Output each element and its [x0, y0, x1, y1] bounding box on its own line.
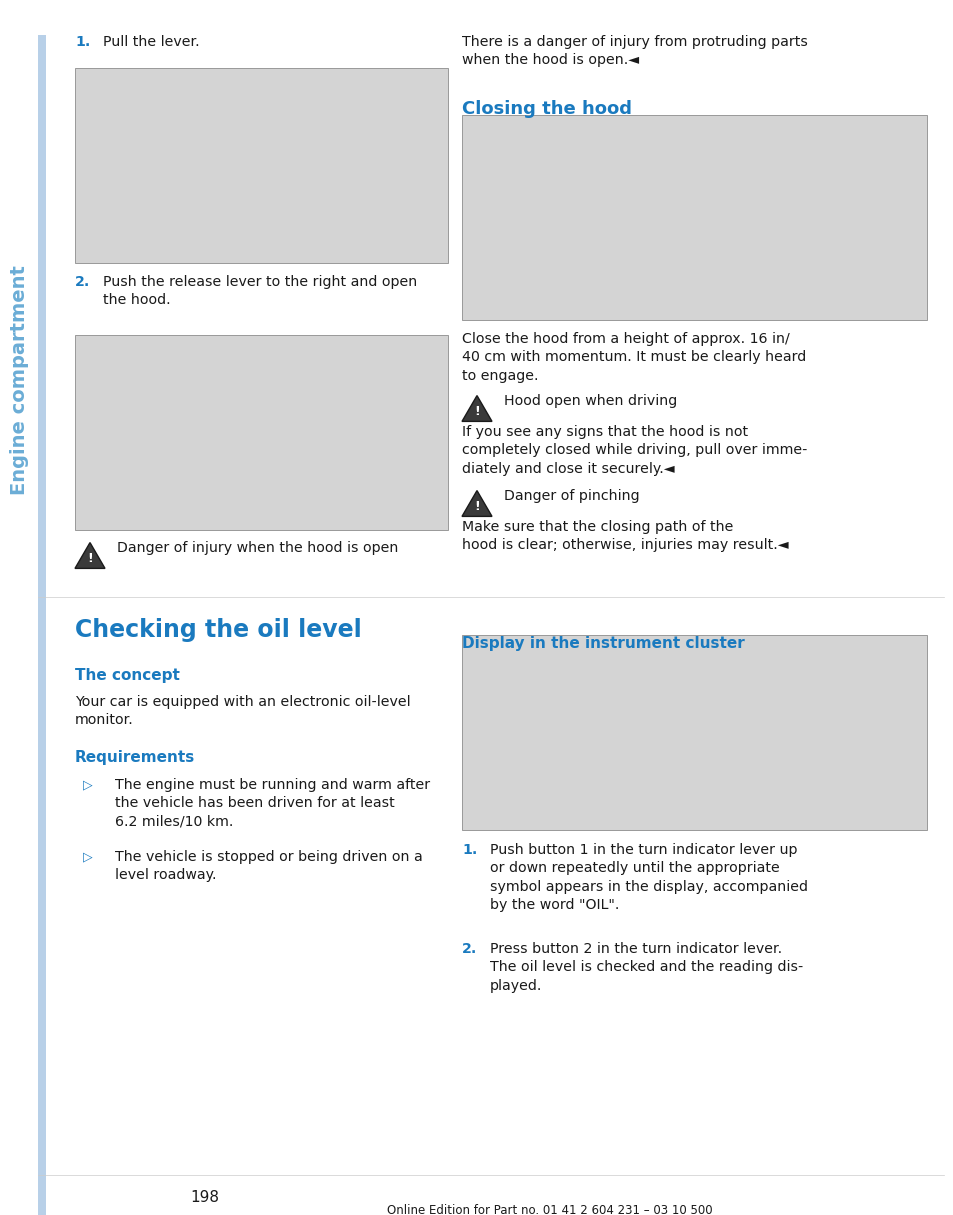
Text: Press button 2 in the turn indicator lever.
The oil level is checked and the rea: Press button 2 in the turn indicator lev… [490, 942, 802, 993]
Text: Push the release lever to the right and open
the hood.: Push the release lever to the right and … [103, 275, 416, 307]
Bar [461, 635, 926, 830]
Polygon shape [461, 491, 492, 516]
Text: The vehicle is stopped or being driven on a
level roadway.: The vehicle is stopped or being driven o… [115, 850, 422, 882]
Text: Danger of pinching: Danger of pinching [503, 488, 639, 503]
Text: Pull the lever.: Pull the lever. [103, 35, 199, 49]
Text: Online Edition for Part no. 01 41 2 604 231 – 03 10 500: Online Edition for Part no. 01 41 2 604 … [387, 1204, 712, 1215]
Text: Push button 1 in the turn indicator lever up
or down repeatedly until the approp: Push button 1 in the turn indicator leve… [490, 843, 807, 912]
Text: If you see any signs that the hood is not
completely closed while driving, pull : If you see any signs that the hood is no… [461, 425, 806, 476]
Text: !: ! [474, 499, 479, 513]
Text: Hood open when driving: Hood open when driving [503, 394, 677, 408]
Bar [461, 115, 926, 320]
Text: The concept: The concept [75, 668, 180, 683]
Text: Requirements: Requirements [75, 750, 195, 765]
Text: 1.: 1. [461, 843, 476, 857]
Text: ▷: ▷ [83, 778, 92, 791]
Text: The engine must be running and warm after
the vehicle has been driven for at lea: The engine must be running and warm afte… [115, 778, 430, 829]
Text: Make sure that the closing path of the
hood is clear; otherwise, injuries may re: Make sure that the closing path of the h… [461, 520, 788, 553]
Text: !: ! [87, 552, 92, 565]
Polygon shape [75, 543, 105, 569]
Text: 198: 198 [191, 1189, 219, 1204]
Text: 1.: 1. [75, 35, 91, 49]
Text: Close the hood from a height of approx. 16 in/
40 cm with momentum. It must be c: Close the hood from a height of approx. … [461, 332, 805, 383]
Text: Engine compartment: Engine compartment [10, 265, 30, 495]
Polygon shape [461, 396, 492, 422]
Text: Closing the hood: Closing the hood [461, 100, 631, 118]
Text: Display in the instrument cluster: Display in the instrument cluster [461, 635, 744, 651]
Bar [75, 335, 448, 530]
Text: 2.: 2. [461, 942, 476, 956]
Text: Your car is equipped with an electronic oil-level
monitor.: Your car is equipped with an electronic … [75, 695, 410, 728]
Bar [75, 68, 448, 262]
Text: 2.: 2. [75, 275, 91, 289]
Text: ▷: ▷ [83, 850, 92, 863]
Bar [38, 1155, 46, 1215]
Text: Checking the oil level: Checking the oil level [75, 618, 361, 642]
Text: Danger of injury when the hood is open: Danger of injury when the hood is open [117, 541, 398, 555]
Text: There is a danger of injury from protruding parts
when the hood is open.◄: There is a danger of injury from protrud… [461, 35, 807, 67]
Text: !: ! [474, 405, 479, 418]
Bar [38, 35, 46, 1180]
